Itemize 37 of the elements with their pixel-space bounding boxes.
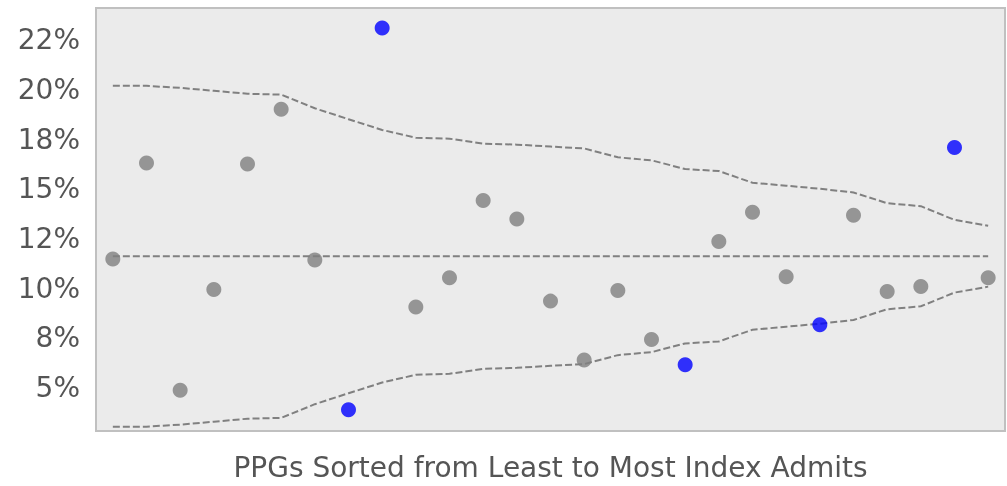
point: [610, 282, 626, 298]
point: [341, 402, 356, 418]
y-tick-label: 12%: [17, 221, 80, 255]
point: [846, 207, 861, 223]
point: [947, 140, 962, 156]
y-tick-label: 18%: [17, 122, 80, 156]
point: [677, 357, 693, 373]
line-series: [111, 84, 990, 227]
point: [778, 269, 794, 285]
point: [644, 331, 659, 347]
point: [543, 293, 558, 309]
point: [240, 156, 255, 172]
point: [980, 270, 996, 286]
y-tick-label: 5%: [35, 370, 80, 404]
point: [812, 317, 828, 333]
point: [206, 281, 222, 297]
point: [408, 299, 424, 315]
point: [509, 211, 525, 227]
point: [374, 20, 390, 36]
y-tick-label: 15%: [17, 172, 80, 206]
y-tick-label: 20%: [17, 72, 80, 106]
point: [913, 278, 929, 294]
point: [879, 283, 895, 299]
point: [105, 251, 121, 267]
y-tick-label: 8%: [35, 321, 80, 355]
point: [576, 352, 592, 368]
point: [139, 155, 154, 171]
point: [475, 192, 491, 208]
point: [711, 234, 727, 250]
y-tick-label: 10%: [17, 271, 80, 305]
x-axis-title: PPGs Sorted from Least to Most Index Admits: [233, 450, 868, 484]
point: [307, 252, 323, 268]
y-tick-label: 22%: [17, 23, 80, 57]
point: [172, 382, 188, 398]
point: [273, 101, 289, 117]
point: [745, 204, 760, 220]
point: [442, 270, 457, 286]
